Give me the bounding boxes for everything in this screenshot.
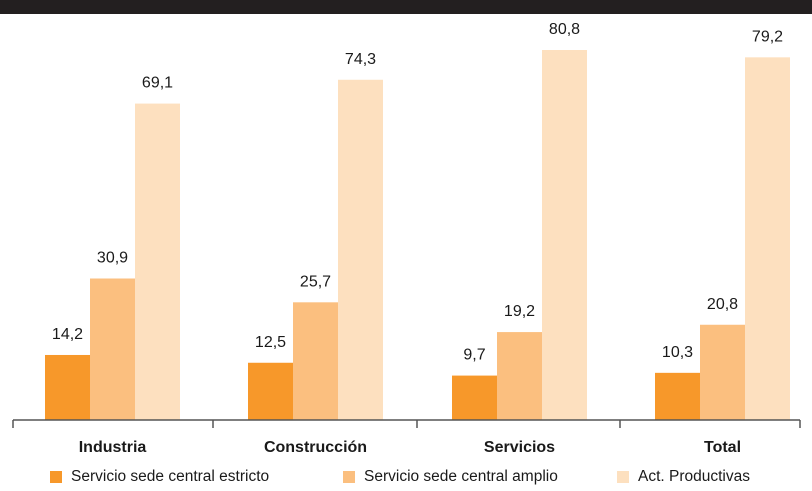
legend-swatch-productivas <box>617 471 629 483</box>
legend-item-servicio-sede-central-estricto: Servicio sede central estricto <box>50 468 269 486</box>
bar-industria-servicio-sede-central-estricto <box>45 354 90 420</box>
legend-label-amplio: Servicio sede central amplio <box>364 468 558 485</box>
legend: Servicio sede central estricto Servicio … <box>0 468 812 490</box>
category-labels-group: Industria Construcción Servicios Total <box>79 439 741 456</box>
category-label-construccion: Construcción <box>264 439 367 456</box>
legend-swatch-amplio <box>343 471 355 483</box>
value-label-industria-act-productivas: 69,1 <box>142 75 173 92</box>
value-label-construccion-servicio-sede-central-estricto: 12,5 <box>255 334 286 351</box>
legend-item-servicio-sede-central-amplio: Servicio sede central amplio <box>343 468 558 486</box>
value-label-construccion-servicio-sede-central-amplio: 25,7 <box>300 273 331 290</box>
bar-industria-act-productivas <box>135 103 180 421</box>
value-label-industria-servicio-sede-central-estricto: 14,2 <box>52 326 83 343</box>
bar-construccion-act-productivas <box>338 79 383 420</box>
value-label-total-act-productivas: 79,2 <box>752 28 783 45</box>
value-label-servicios-act-productivas: 80,8 <box>549 21 580 38</box>
bar-construccion-servicio-sede-central-amplio <box>293 302 338 420</box>
bar-total-servicio-sede-central-amplio <box>700 324 745 420</box>
legend-label-productivas: Act. Productivas <box>638 468 750 485</box>
category-label-industria: Industria <box>79 439 147 456</box>
category-label-total: Total <box>704 439 741 456</box>
bar-total-act-productivas <box>745 57 790 421</box>
value-labels-group: 14,2 30,9 69,1 12,5 25,7 74,3 9,7 19,2 80,8 10,3 2… <box>52 21 783 364</box>
value-label-total-servicio-sede-central-estricto: 10,3 <box>662 344 693 361</box>
bar-industria-servicio-sede-central-amplio <box>90 278 135 420</box>
x-axis-ticks <box>12 420 801 428</box>
legend-label-estricto: Servicio sede central estricto <box>71 468 270 485</box>
category-label-servicios: Servicios <box>484 439 555 456</box>
value-label-servicios-servicio-sede-central-estricto: 9,7 <box>463 347 485 364</box>
bar-chart: 14,2 30,9 69,1 12,5 25,7 74,3 9,7 19,2 80,8 10,3 2… <box>12 21 801 456</box>
bar-servicios-servicio-sede-central-amplio <box>497 332 542 420</box>
bar-construccion-servicio-sede-central-estricto <box>248 362 293 420</box>
bar-servicios-servicio-sede-central-estricto <box>452 375 497 420</box>
bar-total-servicio-sede-central-estricto <box>655 372 700 420</box>
value-label-servicios-servicio-sede-central-amplio: 19,2 <box>504 303 535 320</box>
value-label-construccion-act-productivas: 74,3 <box>345 51 376 68</box>
legend-swatch-estricto <box>50 471 62 483</box>
value-label-industria-servicio-sede-central-amplio: 30,9 <box>97 250 128 267</box>
value-label-total-servicio-sede-central-amplio: 20,8 <box>707 296 738 313</box>
legend-item-act-productivas: Act. Productivas <box>617 468 750 486</box>
bar-servicios-act-productivas <box>542 50 587 420</box>
bars-group <box>45 50 790 421</box>
header-bar <box>0 0 812 14</box>
